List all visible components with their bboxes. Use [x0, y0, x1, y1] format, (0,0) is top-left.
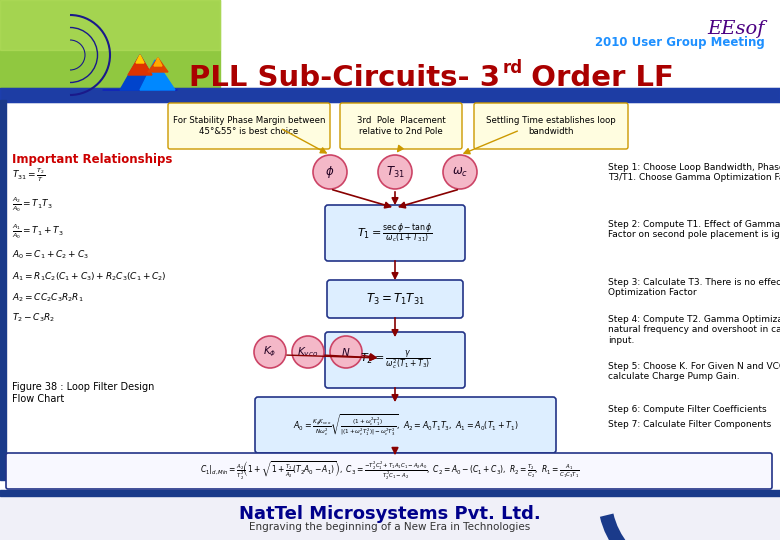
Text: Step 3: Calculate T3. There is no effect of Gamma
Optimization Factor: Step 3: Calculate T3. There is no effect…: [608, 278, 780, 298]
Text: $T_2 = \frac{\gamma}{\omega_c^2(T_1+T_3)}$: $T_2 = \frac{\gamma}{\omega_c^2(T_1+T_3)…: [360, 348, 431, 372]
Text: Step 2: Compute T1. Effect of Gamma Optimization
Factor on second pole placement: Step 2: Compute T1. Effect of Gamma Opti…: [608, 220, 780, 239]
Text: $C_1|_{d,Min}=\frac{A_2}{T_2^2}\!\left(1+\sqrt{1+\frac{T_2}{A_2}(T_2A_0-A_1)}\ri: $C_1|_{d,Min}=\frac{A_2}{T_2^2}\!\left(1…: [200, 460, 580, 482]
Text: $K_\phi$: $K_\phi$: [264, 345, 277, 359]
Text: Settling Time establishes loop
bandwidth: Settling Time establishes loop bandwidth: [486, 116, 616, 136]
Text: Order LF: Order LF: [521, 64, 674, 92]
Text: $K_{vco}$: $K_{vco}$: [297, 345, 318, 359]
Text: For Stability Phase Margin between
45°&55° is best choice: For Stability Phase Margin between 45°&5…: [172, 116, 325, 136]
Bar: [0, 88, 780, 102]
Circle shape: [330, 336, 362, 368]
Polygon shape: [120, 55, 160, 90]
Text: Figure 38 : Loop Filter Design
Flow Chart: Figure 38 : Loop Filter Design Flow Char…: [12, 382, 154, 403]
Text: $N$: $N$: [342, 346, 351, 358]
Text: $\frac{A_1}{A_0}=T_1+T_3$: $\frac{A_1}{A_0}=T_1+T_3$: [12, 222, 64, 241]
Text: Engraving the beginning of a New Era in Technologies: Engraving the beginning of a New Era in …: [250, 522, 530, 532]
Circle shape: [313, 155, 347, 189]
Polygon shape: [128, 55, 152, 75]
Text: Important Relationships: Important Relationships: [12, 153, 172, 166]
Text: Step 4: Compute T2. Gamma Optimization decides
natural frequency and overshoot i: Step 4: Compute T2. Gamma Optimization d…: [608, 315, 780, 345]
FancyBboxPatch shape: [340, 103, 462, 149]
Text: $T_1 = \frac{\sec\phi - \tan\phi}{\omega_c(1+T_{31})}$: $T_1 = \frac{\sec\phi - \tan\phi}{\omega…: [357, 221, 433, 245]
FancyBboxPatch shape: [474, 103, 628, 149]
FancyBboxPatch shape: [325, 332, 465, 388]
Text: Step 5: Choose K. For Given N and VCO Gain
calculate Charge Pump Gain.: Step 5: Choose K. For Given N and VCO Ga…: [608, 362, 780, 381]
Polygon shape: [136, 55, 144, 63]
Text: Step 7: Calculate Filter Components: Step 7: Calculate Filter Components: [608, 420, 771, 429]
Text: $T_2-C_3R_2$: $T_2-C_3R_2$: [12, 312, 55, 324]
FancyBboxPatch shape: [325, 205, 465, 261]
Circle shape: [254, 336, 286, 368]
Polygon shape: [148, 58, 168, 72]
Text: Step 6: Compute Filter Coefficients: Step 6: Compute Filter Coefficients: [608, 405, 767, 414]
Polygon shape: [140, 60, 175, 90]
Text: PLL Sub-Circuits- 3: PLL Sub-Circuits- 3: [189, 64, 500, 92]
FancyBboxPatch shape: [255, 397, 556, 453]
Text: $A_0=\frac{K_\phi K_{vco}}{N\omega_c^2}\sqrt{\frac{(1+\omega_c^2T_1^2)}{|(1+\ome: $A_0=\frac{K_\phi K_{vco}}{N\omega_c^2}\…: [292, 412, 518, 438]
FancyBboxPatch shape: [327, 280, 463, 318]
Bar: [0, 490, 780, 496]
Text: Step 1: Choose Loop Bandwidth, Phase Margin &
T3/T1. Choose Gamma Optimization F: Step 1: Choose Loop Bandwidth, Phase Mar…: [608, 163, 780, 183]
Circle shape: [443, 155, 477, 189]
Bar: [0, 100, 6, 480]
Text: rd: rd: [503, 59, 523, 77]
Bar: [0, 88, 780, 102]
Text: 3rd  Pole  Placement
relative to 2nd Pole: 3rd Pole Placement relative to 2nd Pole: [356, 116, 445, 136]
Text: 2010 User Group Meeting: 2010 User Group Meeting: [595, 36, 765, 49]
Text: $A_2=CC_2C_3R_2R_1$: $A_2=CC_2C_3R_2R_1$: [12, 292, 83, 304]
Text: $\omega_c$: $\omega_c$: [452, 165, 468, 179]
FancyBboxPatch shape: [168, 103, 330, 149]
Circle shape: [378, 155, 412, 189]
Text: NatTel Microsystems Pvt. Ltd.: NatTel Microsystems Pvt. Ltd.: [239, 505, 541, 523]
Polygon shape: [154, 58, 162, 66]
Text: EEsof: EEsof: [707, 20, 765, 38]
Text: $A_0=C_1+C_2+C_3$: $A_0=C_1+C_2+C_3$: [12, 249, 89, 261]
Text: $T_{31}$: $T_{31}$: [385, 165, 405, 179]
Text: $A_1=R_1C_2(C_1+C_3)+R_2C_3(C_1+C_2)$: $A_1=R_1C_2(C_1+C_3)+R_2C_3(C_1+C_2)$: [12, 271, 167, 284]
Bar: [0, 496, 780, 540]
Circle shape: [292, 336, 324, 368]
Text: $\phi$: $\phi$: [325, 164, 335, 180]
FancyBboxPatch shape: [6, 453, 772, 489]
Bar: [0, 0, 220, 100]
Text: $\frac{A_2}{A_0}=T_1T_3$: $\frac{A_2}{A_0}=T_1T_3$: [12, 195, 52, 214]
Bar: [0, 0, 220, 50]
Text: $T_3 = T_1 T_{31}$: $T_3 = T_1 T_{31}$: [366, 292, 424, 307]
Text: $T_{31}=\frac{T_2}{T}$: $T_{31}=\frac{T_2}{T}$: [12, 166, 46, 184]
